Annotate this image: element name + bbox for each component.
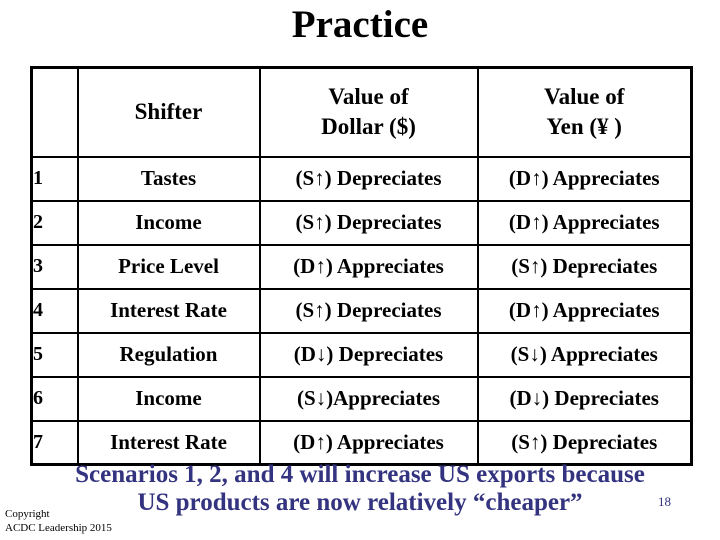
header-shifter: Shifter [76,66,261,158]
row-number: 7 [30,419,79,466]
table-row: 5 Regulation (D↓) Depreciates (S↓) Appre… [30,331,693,378]
row-number: 1 [30,155,79,202]
shifter-cell: Tastes [76,155,261,202]
shifter-cell: Income [76,199,261,246]
dollar-cell: (D↑) Appreciates [258,243,479,290]
page-title: Practice [291,3,429,46]
shifter-cell: Regulation [76,331,261,378]
dollar-cell: (D↑) Appreciates [258,419,479,466]
header-blank [30,66,79,158]
copyright-text: Copyright ACDC Leadership 2015 [5,508,112,534]
shifter-cell: Interest Rate [76,287,261,334]
row-number: 5 [30,331,79,378]
row-number: 4 [30,287,79,334]
yen-cell: (S↑) Depreciates [476,243,693,290]
dollar-cell: (D↓) Depreciates [258,331,479,378]
yen-cell: (D↑) Appreciates [476,155,693,202]
scenario-note: Scenarios 1, 2, and 4 will increase US e… [75,461,645,516]
dollar-cell: (S↑) Depreciates [258,287,479,334]
table-header-row: Shifter Value of Dollar ($) Value of Yen… [30,66,693,158]
table-row: 4 Interest Rate (S↑) Depreciates (D↑) Ap… [30,287,693,334]
table-row: 3 Price Level (D↑) Appreciates (S↑) Depr… [30,243,693,290]
shifter-cell: Price Level [76,243,261,290]
yen-cell: (S↑) Depreciates [476,419,693,466]
row-number: 3 [30,243,79,290]
shifter-table: Shifter Value of Dollar ($) Value of Yen… [30,66,693,466]
table-row: 7 Interest Rate (D↑) Appreciates (S↑) De… [30,419,693,466]
table-row: 6 Income (S↓)Appreciates (D↓) Depreciate… [30,375,693,422]
table-row: 2 Income (S↑) Depreciates (D↑) Appreciat… [30,199,693,246]
header-value-dollar: Value of Dollar ($) [258,66,479,158]
header-value-yen: Value of Yen (¥ ) [476,66,693,158]
page-number: 18 [658,494,671,509]
dollar-cell: (S↓)Appreciates [258,375,479,422]
table-row: 1 Tastes (S↑) Depreciates (D↑) Appreciat… [30,155,693,202]
shifter-cell: Income [76,375,261,422]
row-number: 2 [30,199,79,246]
row-number: 6 [30,375,79,422]
yen-cell: (S↓) Appreciates [476,331,693,378]
yen-cell: (D↑) Appreciates [476,287,693,334]
yen-cell: (D↓) Depreciates [476,375,693,422]
dollar-cell: (S↑) Depreciates [258,155,479,202]
dollar-cell: (S↑) Depreciates [258,199,479,246]
yen-cell: (D↑) Appreciates [476,199,693,246]
shifter-cell: Interest Rate [76,419,261,466]
